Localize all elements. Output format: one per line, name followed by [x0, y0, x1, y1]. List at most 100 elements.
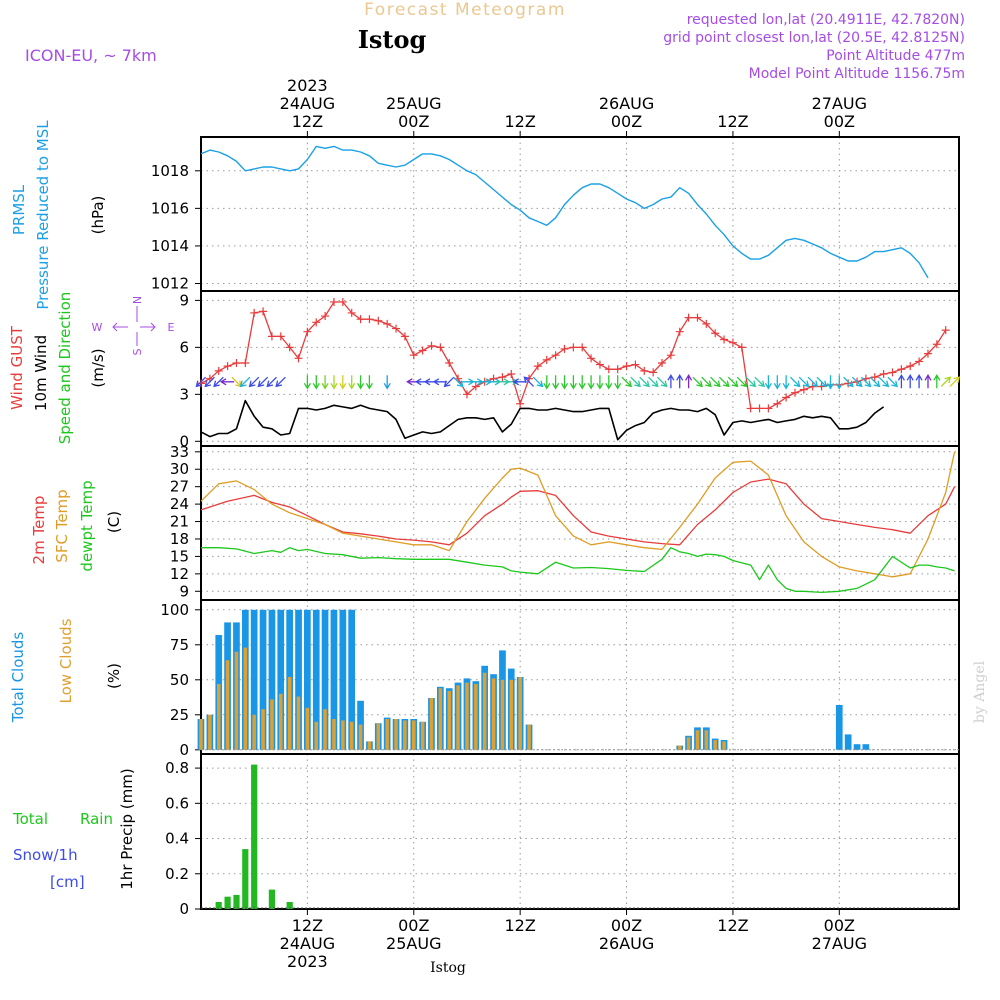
low-cloud-bar [225, 660, 230, 750]
temp-2m-line [200, 478, 956, 546]
wind-arrow [357, 375, 365, 390]
label-celsius: (C) [105, 511, 123, 533]
wind-arrow [656, 376, 668, 388]
wind-arrow [560, 375, 569, 390]
y-tick-label-precip: 0.6 [165, 794, 189, 812]
wind-arrow [639, 376, 650, 388]
label-snow: Snow/1h [13, 846, 78, 864]
low-cloud-bar [447, 691, 451, 750]
model-altitude: Model Point Altitude 1156.75m [749, 66, 965, 82]
label-10m-wind: 10m Wind [32, 335, 50, 411]
wind-arrow [512, 378, 527, 386]
time-label-bottom: 27AUG [812, 934, 867, 953]
gust-marker [329, 297, 338, 306]
gust-marker [241, 359, 250, 368]
gust-marker [631, 360, 640, 369]
wind-arrow [443, 376, 455, 388]
low-cloud-bar [199, 719, 203, 750]
wind-arrow [587, 375, 595, 390]
wind-arrow [692, 376, 703, 388]
wind-arrow [701, 376, 712, 388]
wind-arrow [453, 376, 464, 388]
wind-arrow [383, 375, 391, 390]
time-label-bottom: 26AUG [599, 934, 654, 953]
wind-arrow [569, 375, 577, 390]
low-cloud-bar [527, 724, 531, 750]
gust-marker [915, 357, 924, 366]
low-cloud-bar [341, 720, 345, 750]
wind-arrow [596, 375, 604, 390]
grid-point-coords: grid point closest lon,lat (20.5E, 42.81… [663, 30, 965, 46]
gust-marker [658, 359, 667, 368]
wind-arrow [887, 376, 898, 388]
low-cloud-bar [234, 651, 239, 750]
panel-frame-pressure [200, 136, 960, 292]
gust-marker [276, 332, 285, 341]
compass-rose: N S W E [92, 296, 175, 356]
time-label-top: 2023 [287, 76, 328, 95]
low-cloud-bar [252, 714, 256, 750]
gust-marker [613, 365, 622, 374]
gust-marker [906, 362, 915, 371]
gust-marker [321, 312, 330, 321]
y-tick-label-temp: 30 [170, 460, 189, 478]
low-cloud-bar [243, 647, 248, 750]
gust-marker [392, 324, 401, 333]
wind-speed-line [200, 399, 885, 441]
wind-arrow [869, 376, 881, 388]
wind-arrow [204, 376, 215, 388]
gust-marker [728, 338, 737, 347]
gust-marker [799, 385, 808, 394]
label-pressure-msl: Pressure Reduced to MSL [34, 120, 52, 310]
y-tick-label-temp: 21 [170, 513, 189, 531]
total-cloud-bar [295, 609, 302, 750]
gust-marker [782, 393, 791, 402]
gust-marker [666, 351, 675, 360]
gust-marker [312, 318, 321, 327]
precip-bars [201, 764, 959, 909]
total-cloud-bar [321, 609, 329, 750]
wind-arrow [523, 376, 535, 387]
label-low-clouds: Low Clouds [57, 618, 75, 703]
y-tick-label-precip: 0.2 [165, 865, 189, 883]
y-tick-label-pressure: 1016 [151, 199, 189, 217]
low-cloud-bar [518, 677, 522, 750]
panel-frame-wind [200, 290, 960, 447]
low-cloud-bar [349, 721, 354, 750]
low-cloud-bar [500, 679, 505, 750]
low-cloud-bar [704, 730, 709, 750]
label-prmsl: PRMSL [10, 184, 28, 235]
gust-marker [471, 382, 480, 391]
gust-marker [436, 343, 445, 352]
panel-frame-precip [200, 753, 960, 910]
top-title: Forecast Meteogram [364, 0, 566, 20]
gust-marker [507, 369, 516, 378]
wind-arrow [826, 375, 835, 390]
precip-bar [286, 902, 293, 909]
label-speed-direction: Speed and Direction [56, 292, 74, 445]
precip-bar [268, 889, 275, 909]
label-ms: (m/s) [89, 348, 107, 387]
y-tick-label-temp: 24 [170, 495, 189, 513]
low-cloud-bar [678, 745, 682, 750]
gust-marker [737, 343, 746, 352]
label-wind-gust: Wind GUST [8, 325, 26, 410]
wind-arrow [614, 375, 622, 390]
wind-arrow [239, 376, 251, 388]
label-percent: (%) [105, 663, 123, 689]
panel-wind: 0 3 6 9 [179, 290, 960, 450]
time-label-top: 00Z [611, 112, 642, 131]
wind-arrow [789, 376, 801, 388]
wind-arrow [807, 376, 819, 388]
temp-dewpt-line [201, 547, 955, 594]
label-1hr-precip: 1hr Precip (mm) [118, 768, 136, 889]
label-dewpt-temp: dewpt Temp [78, 480, 96, 571]
gust-marker [409, 351, 418, 360]
y-tick-label-temp: 27 [170, 478, 189, 496]
low-cloud-bar [305, 707, 310, 750]
wind-arrow [710, 376, 721, 388]
compass-west: W [92, 321, 103, 334]
gust-marker [365, 315, 374, 324]
low-cloud-bar [491, 678, 496, 750]
